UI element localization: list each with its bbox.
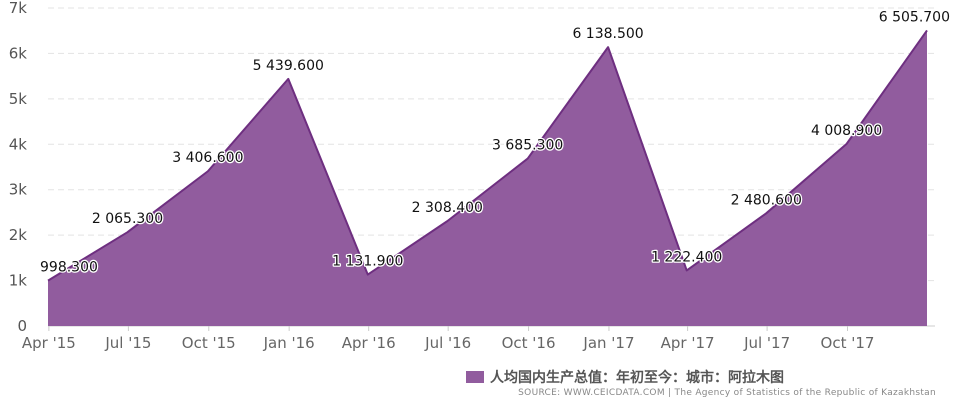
data-label: 4 008.900: [811, 123, 882, 139]
data-label: 1 131.900: [332, 254, 403, 270]
y-tick-label: 3k: [9, 181, 28, 199]
x-tick-label: Oct '15: [182, 334, 236, 352]
y-tick-label: 5k: [9, 90, 28, 108]
x-tick-label: Jul '17: [743, 334, 790, 352]
data-label: 1 222.400: [651, 249, 722, 265]
legend-label: 人均国内生产总值：年初至今：城市：阿拉木图: [490, 370, 784, 386]
x-tick-label: Oct '17: [821, 334, 875, 352]
series-line: [47, 29, 928, 282]
series-area: [48, 30, 927, 327]
x-tick-label: Jul '16: [424, 334, 471, 352]
data-label: 6 505.700: [879, 9, 950, 25]
data-label: 998.300: [40, 260, 98, 276]
x-tick-label: Jan '16: [263, 334, 315, 352]
y-tick-label: 7k: [9, 0, 28, 17]
x-axis: Apr '15 Jul '15 Oct '15 Jan '16 Apr '16 Jul '…: [22, 326, 875, 352]
data-label: 2 308.400: [412, 200, 483, 216]
data-label: 3 685.300: [492, 138, 563, 154]
y-tick-label: 1k: [9, 272, 28, 290]
data-label: 3 406.600: [172, 150, 243, 166]
x-tick-label: Apr '15: [22, 334, 76, 352]
x-tick-label: Jul '15: [104, 334, 151, 352]
legend[interactable]: 人均国内生产总值：年初至今：城市：阿拉木图: [466, 367, 784, 387]
data-label: 2 065.300: [92, 211, 163, 227]
y-tick-label: 2k: [9, 226, 28, 244]
data-label: 2 480.600: [731, 192, 802, 208]
x-tick-label: Apr '16: [342, 334, 396, 352]
data-label: 6 138.500: [572, 26, 643, 42]
x-tick-label: Oct '16: [502, 334, 556, 352]
x-tick-label: Apr '17: [661, 334, 715, 352]
y-tick-label: 0: [17, 317, 27, 335]
data-label: 5 439.600: [253, 58, 324, 74]
source-note: SOURCE: WWW.CEICDATA.COM | The Agency of…: [518, 388, 936, 398]
y-axis: 0 1k 2k 3k 4k 5k 6k 7k: [9, 0, 28, 335]
data-labels: 998.300 2 065.300 3 406.600 5 439.600 1 131.…: [39, 8, 952, 277]
y-tick-label: 4k: [9, 135, 28, 153]
x-tick-label: Jan '17: [582, 334, 634, 352]
legend-swatch: [466, 371, 484, 383]
y-tick-label: 6k: [9, 44, 28, 62]
